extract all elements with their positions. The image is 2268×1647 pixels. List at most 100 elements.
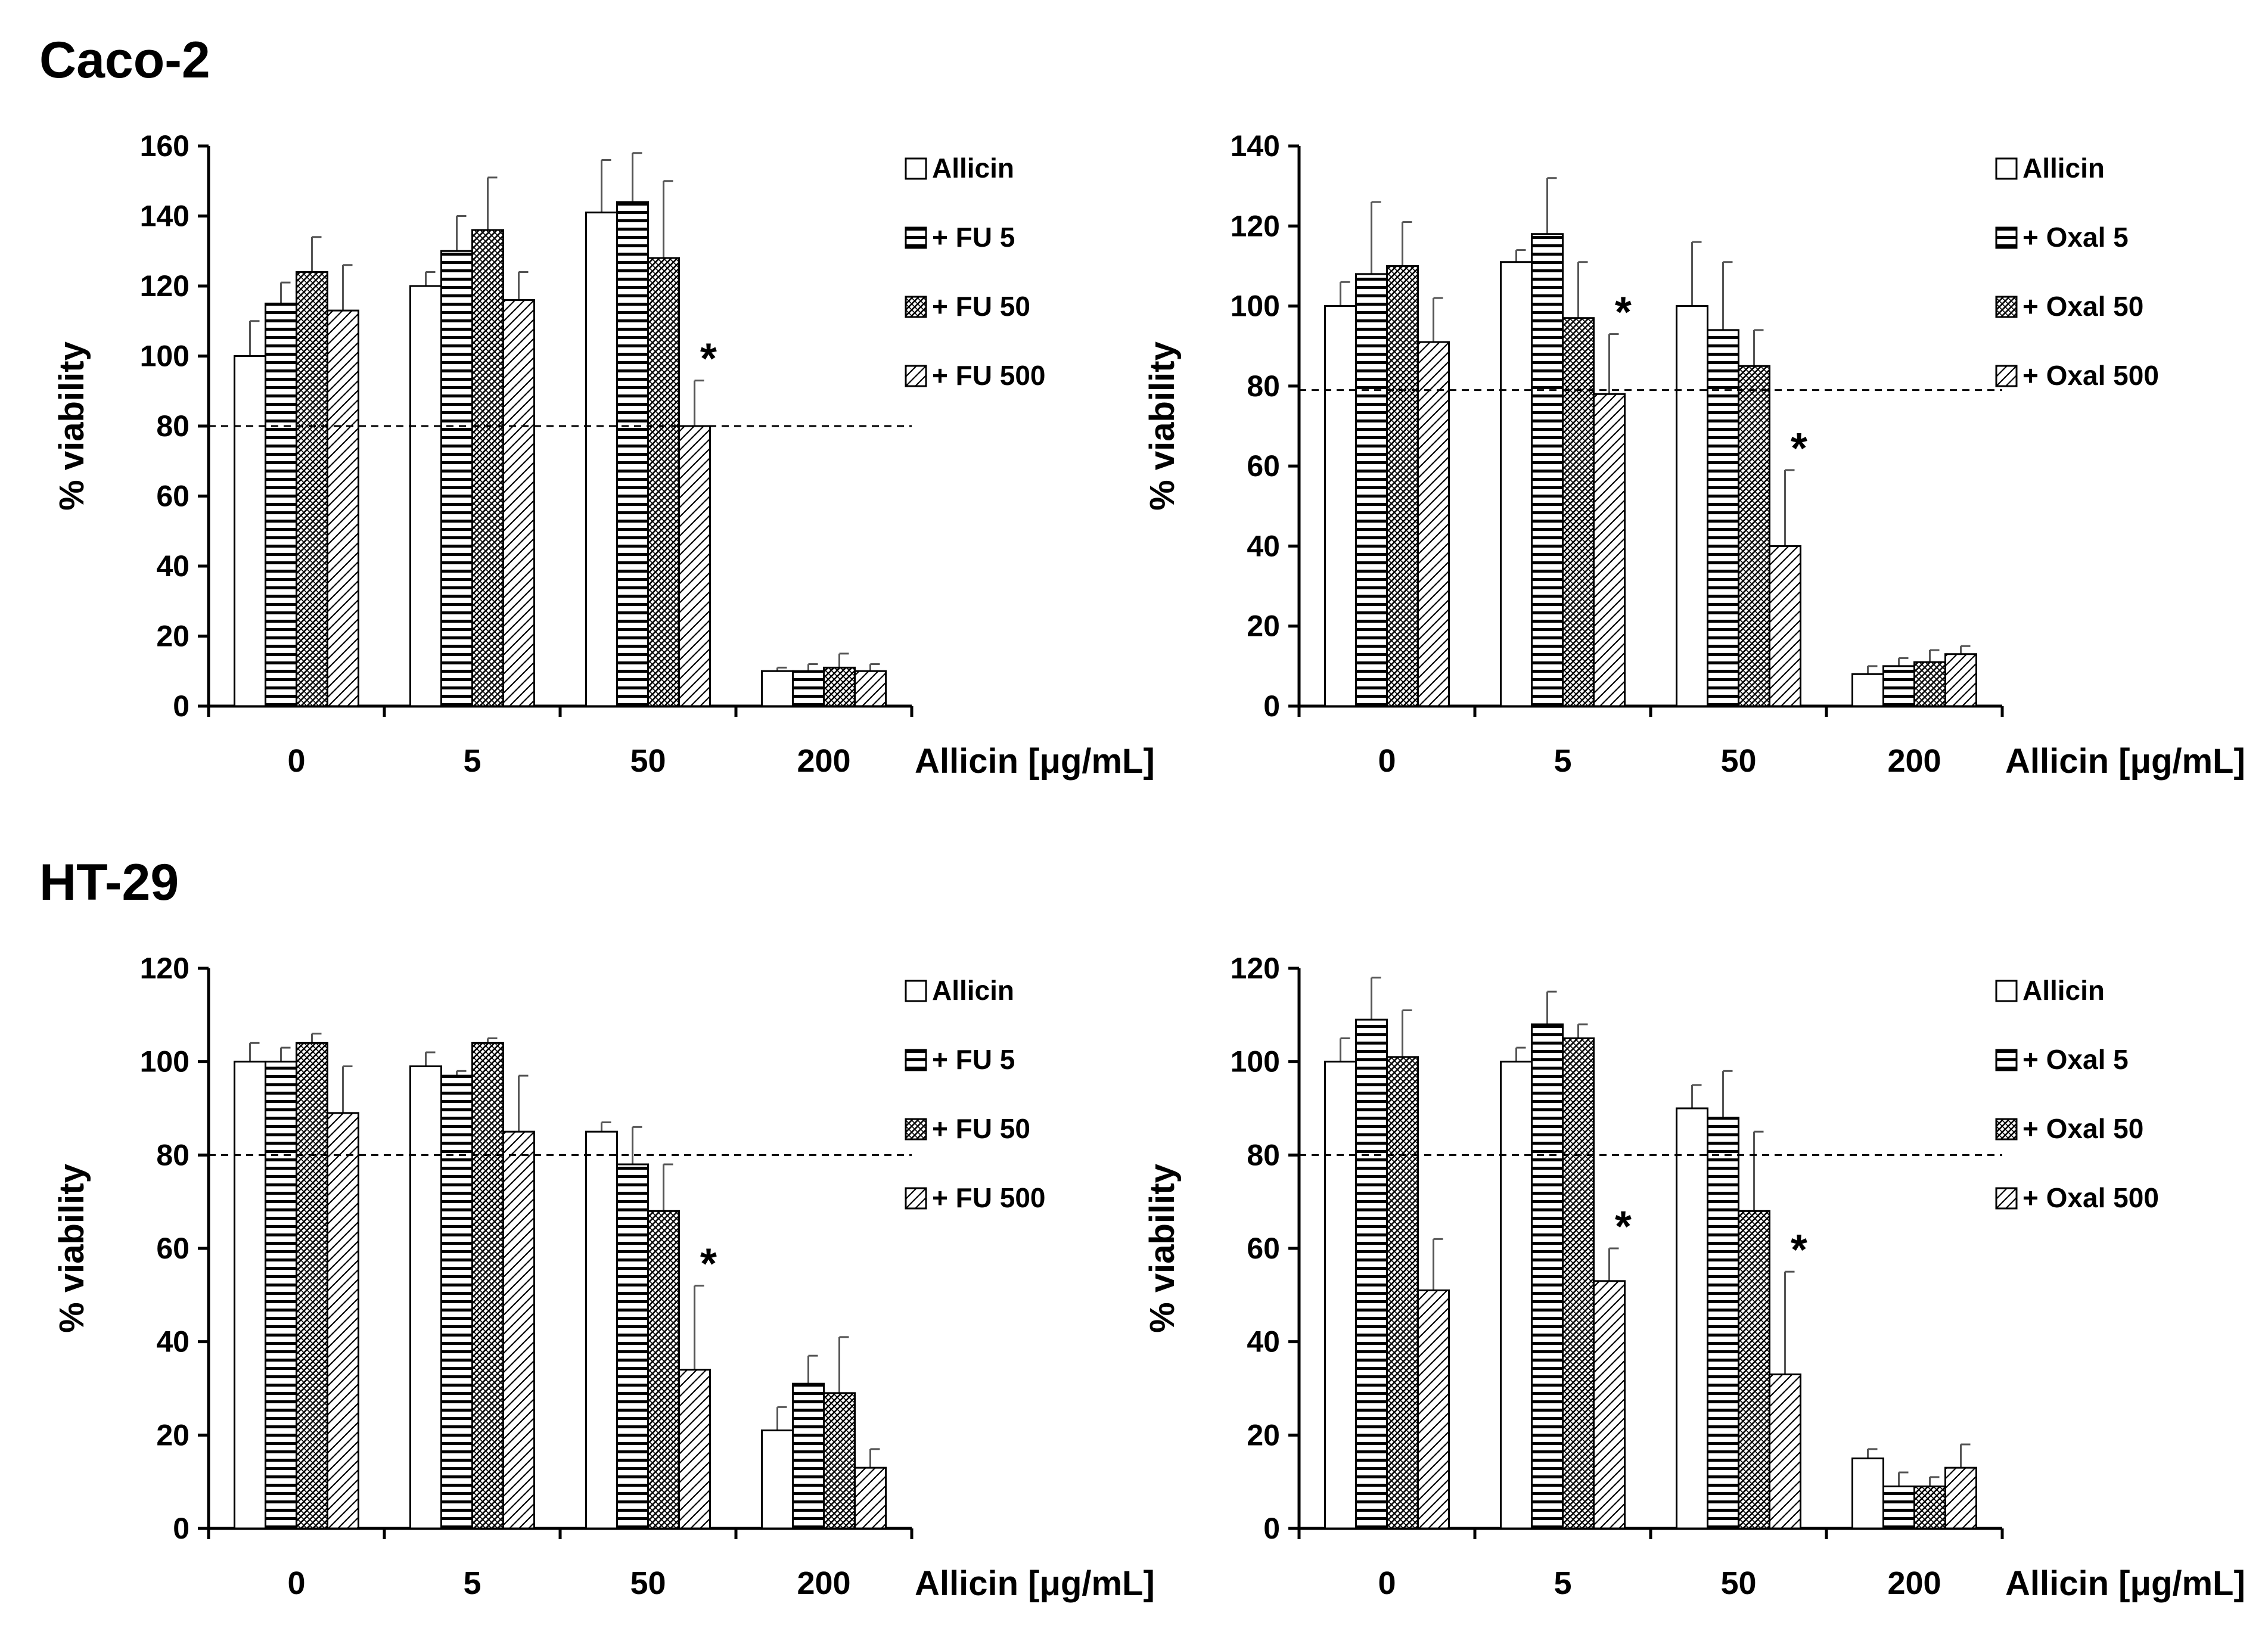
- legend-label: + Oxal 5: [2022, 1044, 2129, 1075]
- legend-label: + FU 5: [932, 1044, 1015, 1075]
- legend-label: + Oxal 5: [2022, 222, 2129, 253]
- y-tick-label: 120: [1231, 209, 1280, 243]
- x-category-label: 200: [1887, 1565, 1941, 1601]
- y-tick-label: 120: [1231, 952, 1280, 985]
- chart-panel-ht29-oxal: 0 20 40 60 80 100 120 % viability 0 5 50 200 * * Allic…: [1090, 941, 2258, 1627]
- legend-swatch: [905, 157, 927, 180]
- section-title-caco-2: Caco-2: [39, 32, 210, 89]
- legend-swatch: [905, 226, 927, 249]
- bar: [409, 285, 442, 707]
- legend-swatch: [1995, 226, 2018, 249]
- significance-star: *: [1615, 289, 1632, 337]
- x-axis-title: Allicin [μg/mL]: [2005, 742, 2245, 781]
- bar: [1944, 1466, 1977, 1530]
- y-tick-label: 80: [1247, 1138, 1280, 1171]
- bar: [1769, 1373, 1801, 1530]
- legend-swatch: [1995, 1049, 2018, 1071]
- y-tick-label: 40: [1247, 1325, 1280, 1359]
- bar: [1386, 265, 1419, 707]
- legend-swatch: [905, 1049, 927, 1071]
- y-tick-label: 20: [1247, 1418, 1280, 1452]
- legend-label: + FU 5: [932, 222, 1015, 253]
- legend-label: + Oxal 50: [2022, 1113, 2143, 1144]
- y-tick-label: 20: [156, 620, 189, 653]
- bar: [296, 271, 328, 707]
- chart-svg: 0 20 40 60 80 100 120 140 160 % viability 0 5 50 200 *…: [52, 129, 1155, 781]
- x-category-label: 5: [463, 743, 481, 779]
- x-category-label: 200: [797, 743, 850, 779]
- legend-label: Allicin: [932, 153, 1014, 184]
- bar: [265, 302, 297, 707]
- y-tick-label: 120: [140, 269, 189, 303]
- bar: [678, 1369, 711, 1530]
- chart-panel-ht29-fu: 0 20 40 60 80 100 120 % viability 0 5 50 200 * Allici…: [0, 941, 1168, 1627]
- y-tick-label: 140: [140, 200, 189, 233]
- bar: [1562, 1037, 1595, 1530]
- chart-svg: 0 20 40 60 80 100 120 % viability 0 5 50 200 * Allici…: [52, 952, 1155, 1603]
- legend-label: + Oxal 500: [2022, 1182, 2159, 1213]
- bar: [1738, 1210, 1770, 1530]
- bar: [647, 257, 680, 707]
- bar: [327, 309, 359, 707]
- bar: [502, 1130, 535, 1530]
- bar: [1593, 393, 1626, 707]
- bar: [327, 1112, 359, 1530]
- y-tick-label: 120: [140, 952, 189, 985]
- bar: [296, 1042, 328, 1530]
- bar: [854, 670, 887, 707]
- bar: [1417, 1289, 1450, 1530]
- bar: [647, 1210, 680, 1530]
- bar: [823, 666, 856, 707]
- bar: [1531, 1023, 1564, 1530]
- bar: [1882, 665, 1915, 707]
- legend-label: + Oxal 50: [2022, 291, 2143, 322]
- legend-swatch: [1995, 1187, 2018, 1210]
- bar: [1593, 1280, 1626, 1530]
- bar: [1531, 233, 1564, 707]
- y-tick-label: 60: [156, 1232, 189, 1265]
- legend-label: + FU 500: [932, 360, 1046, 391]
- legend-swatch: [905, 365, 927, 387]
- x-category-label: 50: [1720, 743, 1756, 779]
- y-tick-label: 80: [156, 409, 189, 443]
- bar: [265, 1061, 297, 1530]
- legend-swatch: [1995, 365, 2018, 387]
- bar: [1355, 273, 1388, 707]
- legend-label: + FU 50: [932, 1113, 1030, 1144]
- legend-label: + FU 50: [932, 291, 1030, 322]
- bar: [585, 212, 618, 707]
- bar: [1500, 261, 1533, 707]
- bar: [678, 425, 711, 707]
- x-category-label: 200: [797, 1565, 850, 1601]
- bar: [1386, 1056, 1419, 1530]
- x-category-label: 5: [1554, 1565, 1571, 1601]
- x-axis-title: Allicin [μg/mL]: [915, 1564, 1155, 1603]
- significance-star: *: [700, 1241, 717, 1288]
- legend-label: + FU 500: [932, 1182, 1046, 1213]
- section-title-ht-29: HT-29: [39, 854, 179, 911]
- legend-swatch: [905, 1187, 927, 1210]
- bar: [471, 1042, 504, 1530]
- x-category-label: 0: [1378, 1565, 1396, 1601]
- bar: [1851, 673, 1884, 707]
- legend-label: Allicin: [2022, 975, 2105, 1006]
- bar: [1738, 365, 1770, 707]
- y-tick-label: 100: [1231, 290, 1280, 323]
- bar: [471, 229, 504, 707]
- bar: [440, 1074, 473, 1530]
- chart-svg: 0 20 40 60 80 100 120 % viability 0 5 50 200 * * Allic…: [1143, 952, 2245, 1603]
- y-tick-label: 20: [156, 1418, 189, 1452]
- chart-svg: 0 20 40 60 80 100 120 140 % viability 0 5 50 200 * * Al…: [1143, 129, 2245, 781]
- y-tick-label: 60: [156, 480, 189, 513]
- bar: [792, 1382, 825, 1530]
- y-tick-label: 100: [140, 340, 189, 373]
- legend-label: + Oxal 500: [2022, 360, 2159, 391]
- x-category-label: 50: [630, 743, 666, 779]
- y-tick-label: 40: [156, 549, 189, 583]
- x-category-label: 200: [1887, 743, 1941, 779]
- legend-swatch: [1995, 157, 2018, 180]
- significance-star: *: [700, 335, 717, 383]
- x-category-label: 5: [463, 1565, 481, 1601]
- legend-swatch: [905, 980, 927, 1002]
- bar: [1355, 1018, 1388, 1530]
